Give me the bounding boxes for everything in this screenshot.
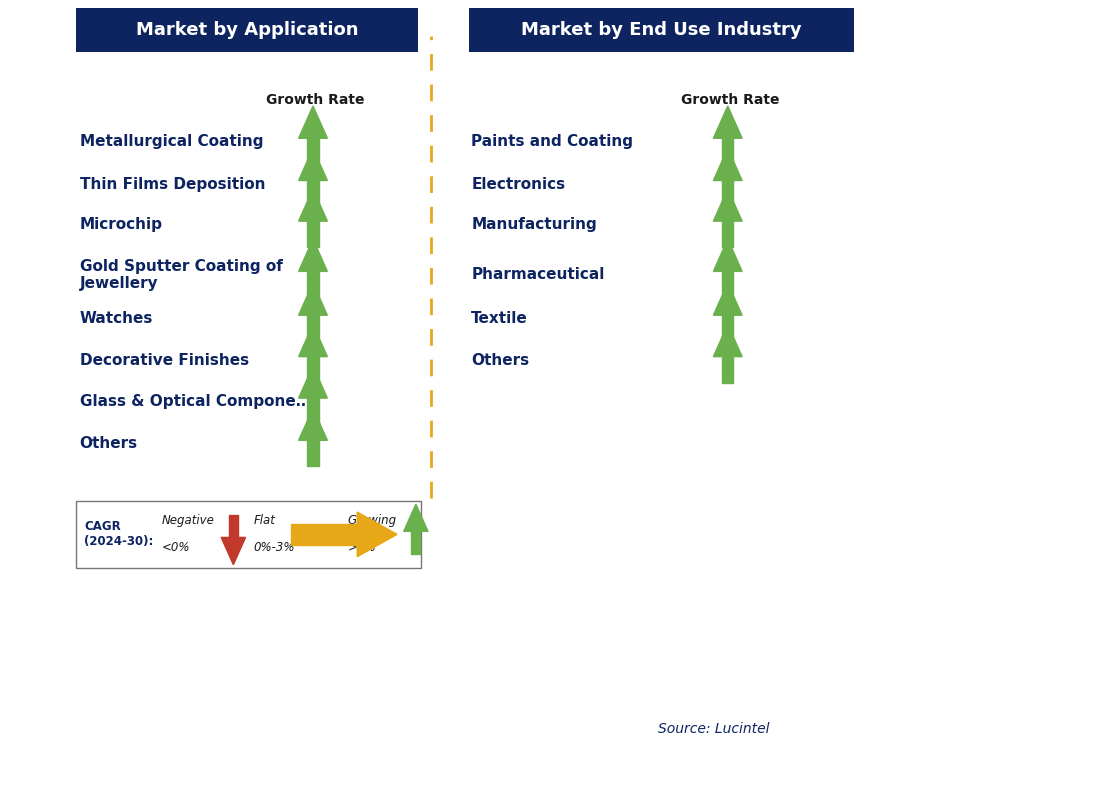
Text: >3%: >3% <box>347 541 376 555</box>
Polygon shape <box>307 181 319 206</box>
Text: Growth Rate: Growth Rate <box>680 92 780 107</box>
Text: Others: Others <box>471 353 530 367</box>
Polygon shape <box>307 316 319 341</box>
Text: Metallurgical Coating: Metallurgical Coating <box>80 135 263 149</box>
Polygon shape <box>299 106 327 139</box>
Polygon shape <box>722 272 733 297</box>
Text: Microchip: Microchip <box>80 218 163 232</box>
Text: Others: Others <box>80 437 138 451</box>
Polygon shape <box>411 532 420 554</box>
FancyBboxPatch shape <box>76 501 421 568</box>
Text: Thin Films Deposition: Thin Films Deposition <box>80 177 265 191</box>
Polygon shape <box>307 222 319 247</box>
Polygon shape <box>299 148 327 181</box>
Text: <0%: <0% <box>161 541 190 555</box>
Text: CAGR
(2024-30):: CAGR (2024-30): <box>84 520 154 548</box>
Polygon shape <box>299 366 327 398</box>
Text: Growing: Growing <box>347 514 396 528</box>
Polygon shape <box>404 505 428 532</box>
Text: Pharmaceutical: Pharmaceutical <box>471 268 605 282</box>
Polygon shape <box>713 148 742 181</box>
Polygon shape <box>221 537 246 565</box>
Polygon shape <box>307 272 319 297</box>
Polygon shape <box>713 239 742 272</box>
Polygon shape <box>307 398 319 424</box>
Text: Manufacturing: Manufacturing <box>471 218 597 232</box>
Polygon shape <box>722 139 733 164</box>
Polygon shape <box>307 440 319 466</box>
Polygon shape <box>713 189 742 222</box>
Polygon shape <box>291 524 357 545</box>
Text: Flat: Flat <box>253 514 275 528</box>
Text: Growth Rate: Growth Rate <box>265 92 365 107</box>
Polygon shape <box>357 512 397 557</box>
Text: Electronics: Electronics <box>471 177 565 191</box>
Polygon shape <box>299 239 327 272</box>
Polygon shape <box>722 222 733 247</box>
Polygon shape <box>713 283 742 316</box>
Polygon shape <box>307 357 319 383</box>
Text: 0%-3%: 0%-3% <box>253 541 295 555</box>
Polygon shape <box>299 408 327 440</box>
Polygon shape <box>299 189 327 222</box>
Text: Source: Lucintel: Source: Lucintel <box>658 722 769 736</box>
Polygon shape <box>713 324 742 357</box>
Text: Glass & Optical Compone…: Glass & Optical Compone… <box>80 395 311 409</box>
Text: Watches: Watches <box>80 312 153 326</box>
Polygon shape <box>722 316 733 341</box>
Text: Paints and Coating: Paints and Coating <box>471 135 633 149</box>
Text: Decorative Finishes: Decorative Finishes <box>80 353 249 367</box>
Text: Market by End Use Industry: Market by End Use Industry <box>521 21 802 39</box>
Polygon shape <box>307 139 319 164</box>
Text: Gold Sputter Coating of
Jewellery: Gold Sputter Coating of Jewellery <box>80 259 282 291</box>
Text: Market by Application: Market by Application <box>136 21 358 39</box>
Text: Negative: Negative <box>161 514 215 528</box>
Polygon shape <box>722 357 733 383</box>
Polygon shape <box>722 181 733 206</box>
Polygon shape <box>229 516 238 537</box>
Polygon shape <box>713 106 742 139</box>
Polygon shape <box>299 324 327 357</box>
FancyBboxPatch shape <box>469 8 854 52</box>
Polygon shape <box>299 283 327 316</box>
Text: Textile: Textile <box>471 312 528 326</box>
FancyBboxPatch shape <box>76 8 418 52</box>
